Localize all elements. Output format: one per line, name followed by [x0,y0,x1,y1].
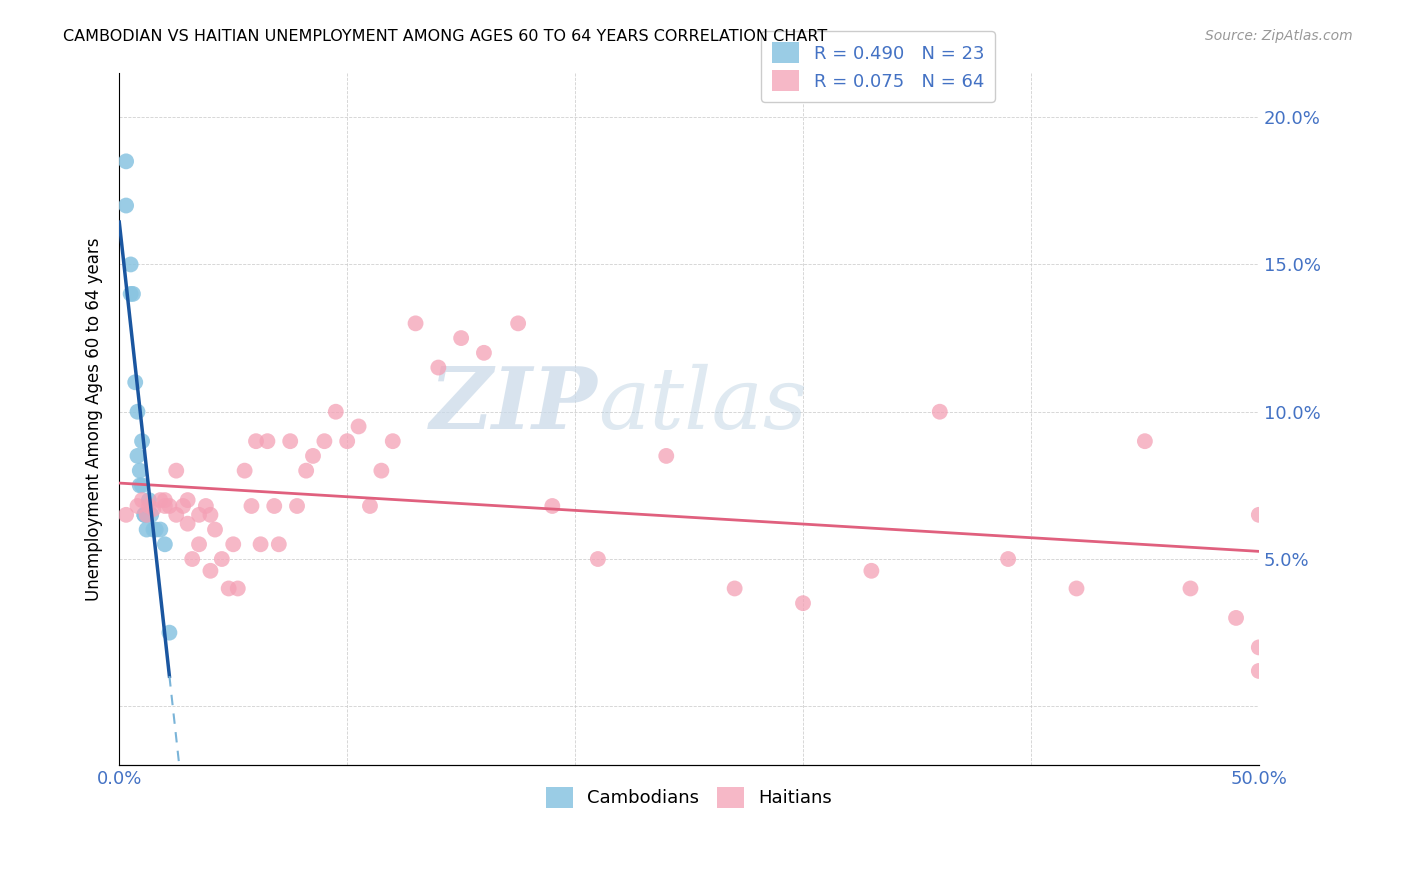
Point [336,434,359,449]
Point [138,493,160,508]
Point [1066,582,1088,596]
Point [240,499,263,513]
Point [188,508,211,522]
Text: CAMBODIAN VS HAITIAN UNEMPLOYMENT AMONG AGES 60 TO 64 YEARS CORRELATION CHART: CAMBODIAN VS HAITIAN UNEMPLOYMENT AMONG … [63,29,828,44]
Point [157,499,180,513]
Point [115,154,138,169]
Point [1180,582,1202,596]
Point [134,508,156,522]
Point [245,434,267,449]
Point [586,552,609,566]
Point [359,499,381,513]
Point [176,516,198,531]
Point [194,499,217,513]
Point [153,493,176,508]
Point [142,502,165,516]
Point [997,552,1019,566]
Point [450,331,472,345]
Point [222,537,245,551]
Point [218,582,240,596]
Point [295,464,318,478]
Point [138,499,160,513]
Point [792,596,814,610]
Point [149,493,172,508]
Point [141,508,163,522]
Point [1225,611,1247,625]
Point [655,449,678,463]
Point [472,346,495,360]
Point [263,499,285,513]
Point [211,552,233,566]
Point [128,478,150,492]
Point [1247,664,1270,678]
Point [188,537,211,551]
Point [1133,434,1156,449]
Point [278,434,301,449]
Point [145,523,167,537]
Point [149,523,172,537]
Point [176,493,198,508]
Point [928,405,950,419]
Point [135,508,157,522]
Point [127,405,149,419]
Point [165,464,187,478]
Point [314,434,336,449]
Point [347,419,370,434]
Point [249,537,271,551]
Point [204,523,226,537]
Point [135,508,157,522]
Point [181,552,204,566]
Point [122,286,145,301]
Text: ZIP: ZIP [430,364,598,447]
Point [115,198,138,212]
Point [285,499,308,513]
Text: Source: ZipAtlas.com: Source: ZipAtlas.com [1205,29,1353,43]
Point [724,582,747,596]
Point [256,434,278,449]
Point [1247,640,1270,655]
Point [157,625,180,640]
Point [427,360,450,375]
Point [120,286,142,301]
Point [200,508,222,522]
Point [142,523,165,537]
Point [115,508,138,522]
Point [405,317,427,331]
Point [131,493,153,508]
Point [127,449,149,463]
Point [120,257,142,271]
Point [153,537,176,551]
Point [226,582,249,596]
Y-axis label: Unemployment Among Ages 60 to 64 years: Unemployment Among Ages 60 to 64 years [86,237,103,601]
Point [325,405,347,419]
Point [131,434,153,449]
Point [302,449,325,463]
Legend: Cambodians, Haitians: Cambodians, Haitians [538,780,839,815]
Point [134,508,156,522]
Point [860,564,883,578]
Point [370,464,392,478]
Point [165,508,187,522]
Point [127,499,149,513]
Point [153,499,176,513]
Point [541,499,564,513]
Point [200,564,222,578]
Point [267,537,290,551]
Point [508,317,530,331]
Point [381,434,404,449]
Point [1247,508,1270,522]
Point [128,464,150,478]
Text: atlas: atlas [598,364,807,447]
Point [124,376,146,390]
Point [233,464,256,478]
Point [172,499,194,513]
Point [131,478,153,492]
Point [135,523,157,537]
